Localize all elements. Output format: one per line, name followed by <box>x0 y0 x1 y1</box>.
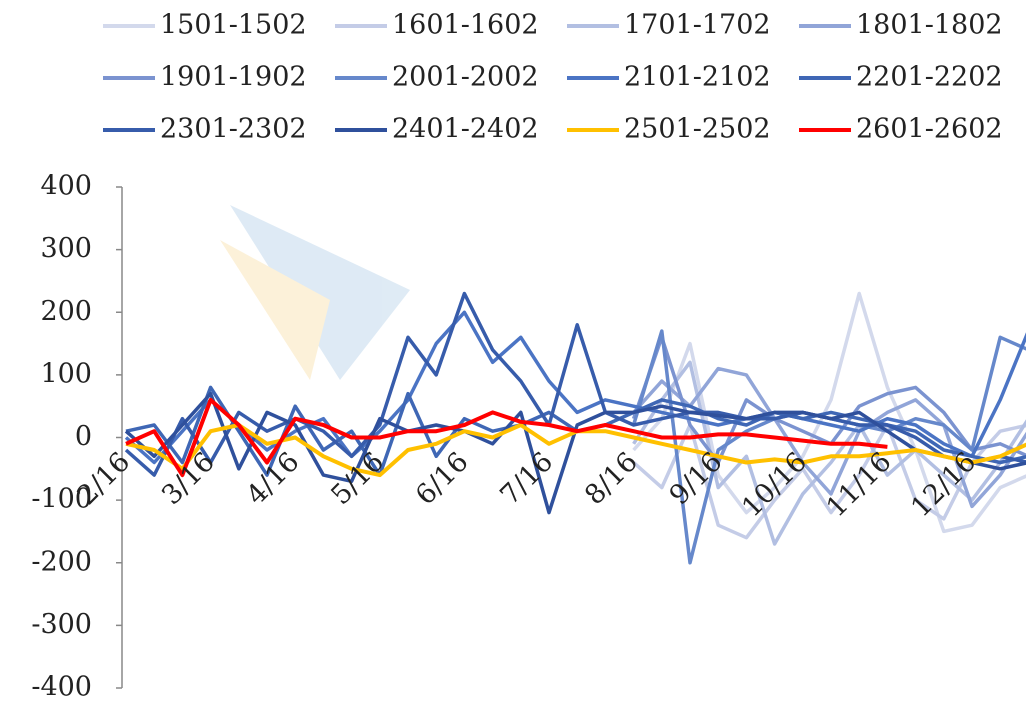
x-tick-label: 6/16 <box>410 446 475 511</box>
legend-label: 2601-2602 <box>856 114 1003 145</box>
legend-label: 1501-1502 <box>160 10 307 41</box>
legend-label: 1701-1702 <box>624 10 771 41</box>
legend-label: 1901-1902 <box>160 62 307 93</box>
x-tick-label: 5/16 <box>325 446 390 511</box>
legend-label: 1801-1802 <box>856 10 1003 41</box>
legend-label: 1601-1602 <box>392 10 539 41</box>
legend-label: 2301-2302 <box>160 114 307 145</box>
legend-label: 2101-2102 <box>624 62 771 93</box>
series-line <box>632 360 1026 546</box>
x-tick-label: 4/16 <box>241 446 306 511</box>
y-tick-label: 200 <box>40 296 92 327</box>
legend-label: 2001-2002 <box>392 62 539 93</box>
series-line <box>124 291 1026 477</box>
legend-label: 2401-2402 <box>392 114 539 145</box>
x-tick-label: 7/16 <box>494 446 559 511</box>
series-line <box>632 291 1026 534</box>
series-line <box>124 391 1026 515</box>
series-line <box>125 397 888 478</box>
y-tick-label: -400 <box>31 672 92 703</box>
y-tick-label: 300 <box>40 233 92 264</box>
y-tick-label: 0 <box>75 421 92 452</box>
y-tick-label: -300 <box>31 609 92 640</box>
y-tick-label: 400 <box>40 171 92 202</box>
x-tick-label: 8/16 <box>579 446 644 511</box>
y-tick-label: -200 <box>31 546 92 577</box>
legend-label: 2201-2202 <box>856 62 1003 93</box>
y-tick-label: 100 <box>40 358 92 389</box>
legend-label: 2501-2502 <box>624 114 771 145</box>
watermark <box>220 205 410 380</box>
series-line <box>632 366 1026 509</box>
y-tick-label: -100 <box>31 484 92 515</box>
